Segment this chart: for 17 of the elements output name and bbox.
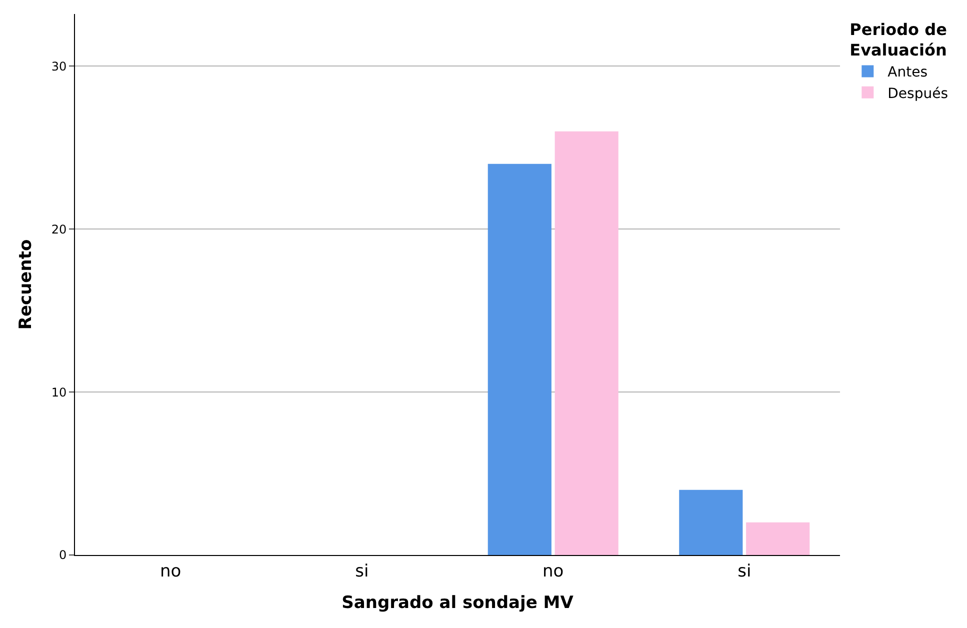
y-tick-label: 10 — [51, 385, 67, 400]
x-tick-label: no — [160, 561, 182, 582]
legend-title: Periodo de Evaluación — [850, 20, 948, 60]
x-axis-title: Sangrado al sondaje MV — [342, 592, 574, 613]
bar — [679, 490, 743, 555]
bar — [554, 131, 618, 555]
bar — [746, 522, 810, 555]
y-axis-title: Recuento — [16, 239, 36, 330]
x-tick-label: no — [542, 561, 564, 582]
x-tick-label: si — [738, 561, 752, 582]
y-tick-label: 30 — [51, 59, 67, 74]
x-tick-label: si — [355, 561, 369, 582]
legend-label: Después — [888, 86, 948, 102]
bar — [488, 164, 552, 555]
y-tick-label: 20 — [51, 222, 67, 236]
y-tick-label: 0 — [58, 548, 67, 562]
legend-label: Antes — [888, 64, 928, 81]
